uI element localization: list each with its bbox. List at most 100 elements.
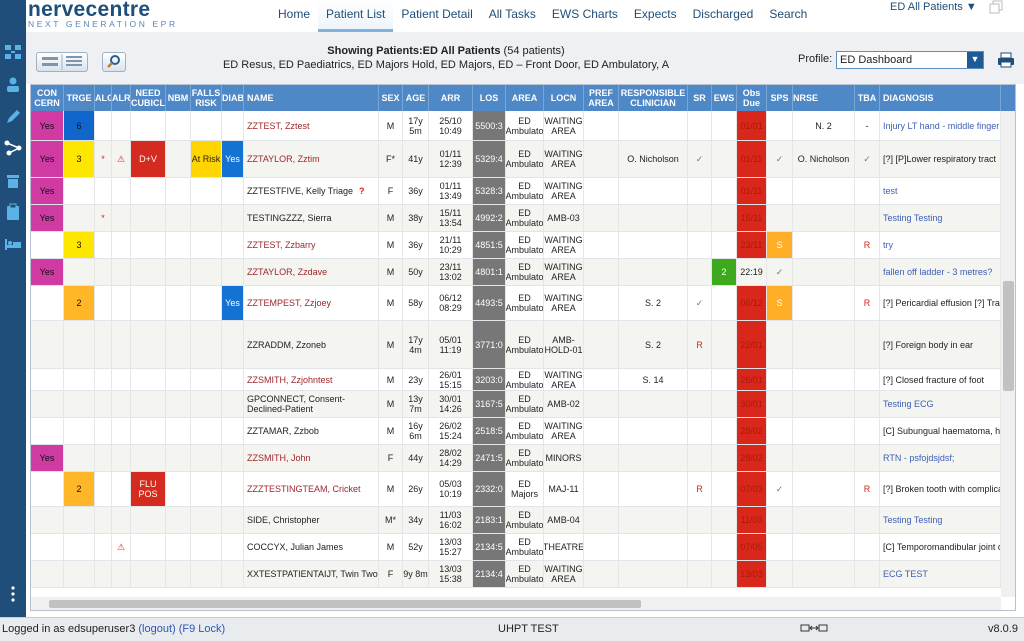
table-row[interactable]: ZZRADDM, Zzoneb M 17y 4m 05/01 11:19 3771:0 E… [31,321,1001,369]
column-header-need[interactable]: NEED CUBICLE [131,85,166,111]
column-header-sex[interactable]: SEX [379,85,403,111]
patient-name[interactable]: XXTESTPATIENTAIJT, Twin Two [247,569,378,579]
column-header-locn[interactable]: LOCN [544,85,584,111]
table-row[interactable]: SIDE, Christopher M* 34y 11/03 16:02 2183:1 E… [31,507,1001,534]
column-header-tba[interactable]: TBA [855,85,880,111]
cell-name[interactable]: XXTESTPATIENTAIJT, Twin Two [244,561,379,587]
column-header-age[interactable]: AGE [403,85,429,111]
hierarchy-icon[interactable] [4,43,22,61]
patient-name[interactable]: COCCYX, Julian James [247,542,344,552]
cell-name[interactable]: ZZRADDM, Zzoneb [244,321,379,368]
column-header-falls[interactable]: FALLS RISK [191,85,222,111]
logout-link[interactable]: (logout) [138,623,176,635]
scrollbar-thumb[interactable] [1003,281,1014,391]
table-row[interactable]: GPCONNECT, Consent-Declined-Patient M 13y … [31,391,1001,418]
cell-name[interactable]: ZZTAYLOR, Zztim [244,141,379,177]
column-header-nrse[interactable]: NRSE [793,85,855,111]
table-row[interactable]: 3 ZZTEST, Zzbarry M 36y 21/11 10:29 4851:5 ED … [31,232,1001,259]
horizontal-scrollbar[interactable] [31,597,1001,610]
cell-name[interactable]: ZZTEMPEST, Zzjoey [244,286,379,320]
nav-patient-detail[interactable]: Patient Detail [401,7,473,21]
nav-home[interactable]: Home [278,7,311,21]
cell-name[interactable]: SIDE, Christopher [244,507,379,533]
nav-ews-charts[interactable]: EWS Charts [551,7,618,21]
cell-name[interactable]: ZZTAMAR, Zzbob [244,418,379,444]
column-header-trge[interactable]: TRGE [64,85,95,111]
patient-name[interactable]: ZZRADDM, Zzoneb [247,339,327,350]
column-header-obs[interactable]: Obs Due [737,85,767,111]
table-row[interactable]: ZZSMITH, Zzjohntest M 23y 26/01 15:15 3203:0… [31,369,1001,391]
column-header-ews[interactable]: EWS [712,85,737,111]
column-header-alr[interactable]: ALR [112,85,131,111]
patient-name[interactable]: GPCONNECT, Consent-Declined-Patient [247,394,346,414]
view-toggle-buttons[interactable] [36,52,88,72]
people-icon[interactable] [4,76,22,94]
list-selector[interactable]: ED All Patients ▼ [890,1,977,13]
column-header-diag[interactable]: DIAGNOSIS [880,85,1001,111]
table-row[interactable]: Yes * TESTINGZZZ, Sierra M 38y 15/11 13:54 499… [31,205,1001,232]
column-header-pref[interactable]: PREF AREA [584,85,619,111]
cell-name[interactable]: ZZSMITH, Zzjohntest [244,369,379,390]
bin-icon[interactable] [4,172,22,190]
table-row[interactable]: Yes 3 * ⚠ D+V At Risk Yes ZZTAYLOR, Zztim F* 41y 0… [31,141,1001,178]
column-header-nbm[interactable]: NBM [166,85,191,111]
patient-name[interactable]: ZZTESTFIVE, Kelly Triage [247,186,354,196]
table-row[interactable]: Yes 6 ZZTEST, Zztest M 17y 5m 25/10 10:49 5500… [31,111,1001,141]
patient-name[interactable]: ZZTEST, Zztest [247,120,310,131]
nav-search[interactable]: Search [769,7,808,21]
printer-icon[interactable] [997,52,1015,68]
pen-icon[interactable] [4,108,22,126]
column-header-arr[interactable]: ARR [429,85,473,111]
patient-name[interactable]: ZZTAYLOR, Zzdave [247,267,328,277]
column-header-los[interactable]: LOS [473,85,506,111]
cell-name[interactable]: COCCYX, Julian James [244,534,379,560]
table-row[interactable]: ZZTAMAR, Zzbob M 16y 6m 26/02 15:24 2518:5 ED… [31,418,1001,445]
patient-name[interactable]: ZZZTESTINGTEAM, Cricket [247,484,361,494]
scrollbar-thumb[interactable] [49,600,641,608]
bed-icon[interactable] [4,235,22,253]
patient-name[interactable]: ZZSMITH, John [247,453,311,463]
cell-name[interactable]: ZZTEST, Zzbarry [244,232,379,258]
more-icon[interactable] [4,585,22,603]
patient-name[interactable]: SIDE, Christopher [247,515,320,525]
column-header-concern[interactable]: CON CERN [31,85,64,111]
cell-name[interactable]: ZZZTESTINGTEAM, Cricket [244,472,379,506]
restore-window-icon[interactable] [989,0,1003,14]
nav-expects[interactable]: Expects [633,7,677,21]
nav-patient-list[interactable]: Patient List [318,0,394,32]
vertical-scrollbar[interactable] [1001,111,1015,597]
column-header-clin[interactable]: RESPONSIBLE CLINICIAN [619,85,688,111]
patient-name[interactable]: ZZTEMPEST, Zzjoey [247,298,332,308]
table-row[interactable]: 2 FLU POS ZZZTESTINGTEAM, Cricket M 26y 05/03… [31,472,1001,507]
column-header-sps[interactable]: SPS [767,85,793,111]
column-header-area[interactable]: AREA [506,85,544,111]
profile-dropdown[interactable]: ED Dashboard ▼ [836,51,984,69]
cell-name[interactable]: ZZTEST, Zztest [244,111,379,140]
lock-link[interactable]: (F9 Lock) [178,623,226,635]
cell-name[interactable]: TESTINGZZZ, Sierra [244,205,379,231]
nav-all-tasks[interactable]: All Tasks [488,7,536,21]
table-row[interactable]: 2 Yes ZZTEMPEST, Zzjoey M 58y 06/12 08:29 4493… [31,286,1001,321]
patient-name[interactable]: ZZSMITH, Zzjohntest [247,374,333,385]
flow-icon[interactable] [4,139,22,157]
column-header-alg[interactable]: ALG [95,85,112,111]
patient-name[interactable]: TESTINGZZZ, Sierra [247,213,332,223]
table-row[interactable]: Yes ZZSMITH, John F 44y 28/02 14:29 2471:5 ED … [31,445,1001,472]
cell-name[interactable]: ZZTESTFIVE, Kelly Triage? [244,178,379,204]
patient-name[interactable]: ZZTAMAR, Zzbob [247,426,319,436]
column-header-sr[interactable]: SR [688,85,712,111]
table-row[interactable]: Yes ZZTESTFIVE, Kelly Triage? F 36y 01/11 13… [31,178,1001,205]
column-header-diab[interactable]: DIAB [222,85,244,111]
column-header-name[interactable]: NAME [244,85,379,111]
table-row[interactable]: ⚠ COCCYX, Julian James M 52y 13/03 15:27 2134… [31,534,1001,561]
cell-name[interactable]: ZZTAYLOR, Zzdave [244,259,379,285]
search-button[interactable] [102,52,126,72]
cell-name[interactable]: ZZSMITH, John [244,445,379,471]
table-row[interactable]: XXTESTPATIENTAIJT, Twin Two F 9y 8m 13/03 1… [31,561,1001,588]
cell-name[interactable]: GPCONNECT, Consent-Declined-Patient [244,391,379,417]
patient-name[interactable]: ZZTAYLOR, Zztim [247,154,320,164]
patient-name[interactable]: ZZTEST, Zzbarry [247,240,316,250]
clipboard-icon[interactable] [4,203,22,221]
nav-discharged[interactable]: Discharged [692,7,754,21]
table-row[interactable]: Yes ZZTAYLOR, Zzdave M 50y 23/11 13:02 4801:1… [31,259,1001,286]
